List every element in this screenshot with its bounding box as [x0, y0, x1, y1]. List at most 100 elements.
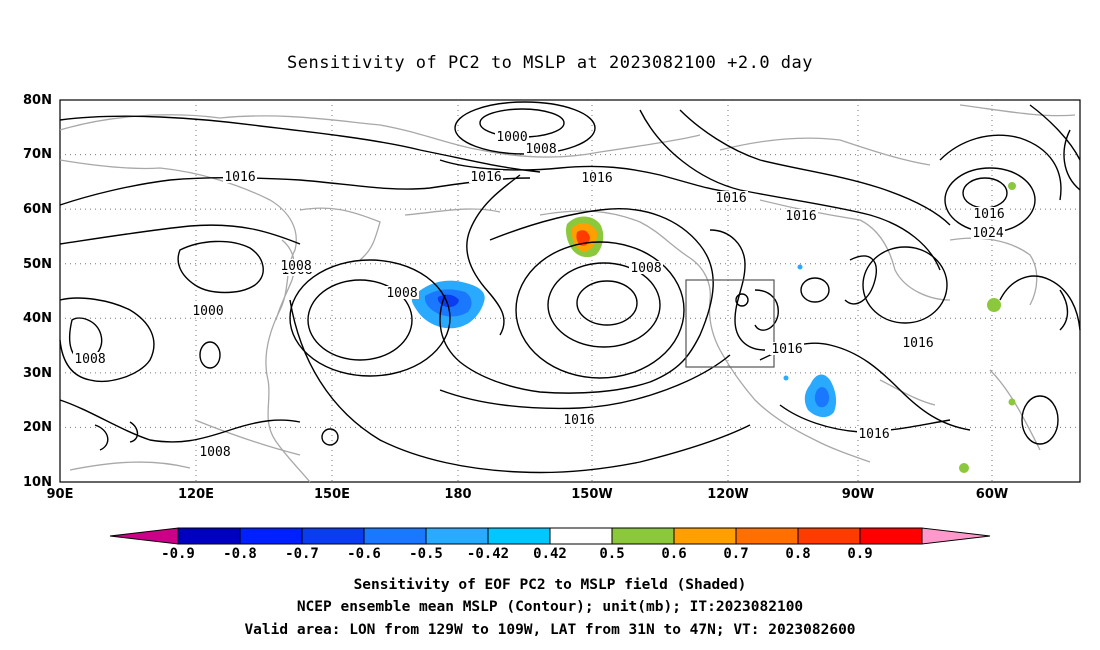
- contour-label: 1016: [581, 171, 612, 186]
- lon-label: 90E: [47, 487, 74, 502]
- colorbar-tick-label: 0.9: [847, 546, 872, 562]
- shade-positive-caribbean: [959, 463, 969, 473]
- contour-label-bg: [198, 445, 232, 458]
- contour-small-low-1: [199, 341, 221, 369]
- colorbar-tick-label: -0.8: [223, 546, 257, 562]
- colorbar-swatch: [859, 527, 923, 545]
- contour-label: 1016: [973, 207, 1004, 222]
- contour-label: 1008: [386, 286, 417, 301]
- shade-positive-atlantic-3: [1008, 398, 1016, 406]
- contour-label: 1000: [192, 304, 223, 319]
- contour-label-bg: [629, 261, 663, 274]
- contour-label: 1016: [785, 209, 816, 224]
- contour-label-bg: [901, 336, 935, 349]
- lat-label: 10N: [23, 475, 52, 490]
- shade-negative-mexico-core: [814, 387, 830, 408]
- contour-great-basin: [735, 293, 749, 307]
- contour-label: 1016: [771, 342, 802, 357]
- lon-label: 90W: [842, 487, 874, 502]
- contour-label: 1024: [972, 226, 1003, 241]
- lat-label: 70N: [23, 147, 52, 162]
- latitude-labels: 80N 70N 60N 50N 40N 30N 20N 10N: [23, 93, 52, 490]
- lon-label: 150W: [571, 487, 612, 502]
- contour-west-pacific-low-outer: [289, 259, 451, 377]
- contour-west-pacific-low: [307, 279, 413, 361]
- contour-label-bg: [972, 207, 1006, 220]
- colorbar-swatch: [487, 527, 551, 545]
- colorbar-arrow-high: [921, 527, 991, 545]
- contour-label: 1016: [224, 170, 255, 185]
- contour-label-bg: [223, 170, 257, 183]
- contour-high-1020: [515, 241, 685, 379]
- contour-labels: 1000100810161016101610161008100010081016…: [73, 130, 1006, 460]
- shade-negative-speck-1: [797, 264, 803, 270]
- colorbar-swatch: [549, 527, 613, 545]
- colorbar-swatch: [177, 527, 241, 545]
- contour-label-bg: [73, 352, 107, 365]
- colorbar-tick-label: 0.5: [599, 546, 624, 562]
- contour-label-bg: [562, 413, 596, 426]
- longitude-labels: 90E 120E 150E 180 150W 120W 90W 60W: [47, 487, 1009, 502]
- colorbar: -0.9 -0.8 -0.7 -0.6 -0.5 -0.42 0.42 0.5 0.6 0.7 0.…: [109, 527, 991, 562]
- contour-label: 1016: [858, 427, 889, 442]
- contour-small-low-2: [321, 428, 339, 446]
- contour-label-bg: [495, 130, 529, 143]
- contour-label: 1016: [470, 170, 501, 185]
- contour-label-bg: [784, 209, 818, 222]
- lon-label: 150E: [314, 487, 350, 502]
- colorbar-arrow-low: [109, 527, 179, 545]
- colorbar-swatch: [735, 527, 799, 545]
- contour-label-bg: [524, 142, 558, 155]
- contour-label: 1016: [715, 191, 746, 206]
- shade-negative-speck-2: [783, 375, 789, 381]
- colorbar-swatch: [239, 527, 303, 545]
- contour-high-center-inner: [576, 280, 638, 326]
- colorbar-tick-label: 0.42: [533, 546, 567, 562]
- contour-label: 1008: [280, 259, 311, 274]
- lat-label: 80N: [23, 93, 52, 108]
- colorbar-tick-label: -0.9: [161, 546, 195, 562]
- figure-title: Sensitivity of PC2 to MSLP at 2023082100…: [287, 53, 813, 73]
- lat-label: 60N: [23, 202, 52, 217]
- contour-label: 1016: [563, 413, 594, 428]
- contour-label: 1016: [902, 336, 933, 351]
- contour-label-bg: [714, 191, 748, 204]
- lon-label: 180: [444, 487, 471, 502]
- contour-label-bg: [770, 342, 804, 355]
- contour-atlantic-high: [1021, 395, 1059, 445]
- colorbar-swatch: [363, 527, 427, 545]
- footer-line-3: Valid area: LON from 129W to 109W, LAT f…: [244, 622, 855, 638]
- colorbar-swatch: [425, 527, 489, 545]
- shade-positive-atlantic-1: [987, 298, 1001, 312]
- lat-label: 30N: [23, 366, 52, 381]
- contour-great-lakes: [862, 246, 948, 324]
- colorbar-tick-label: -0.42: [467, 546, 509, 562]
- valid-area-box: [685, 279, 775, 368]
- contour-label: 1008: [525, 142, 556, 157]
- map-panel: 1000100810161016101610161008100010081016…: [23, 93, 1081, 502]
- contour-high-1024: [547, 262, 661, 348]
- colorbar-tick-label: -0.6: [347, 546, 381, 562]
- mslp-contours: [59, 101, 1081, 474]
- contour-label-bg: [385, 286, 419, 299]
- contour-label: 1008: [630, 261, 661, 276]
- colorbar-tick-label: -0.5: [409, 546, 443, 562]
- colorbar-swatch: [301, 527, 365, 545]
- contour-label-bg: [279, 259, 313, 272]
- colorbar-tick-label: 0.8: [785, 546, 810, 562]
- colorbar-swatch: [611, 527, 675, 545]
- contour-label: 1008: [199, 445, 230, 460]
- contour-label-bg: [191, 304, 225, 317]
- lat-label: 20N: [23, 420, 52, 435]
- lon-label: 60W: [976, 487, 1008, 502]
- lon-label: 120E: [178, 487, 214, 502]
- contour-label-bg: [580, 171, 614, 184]
- shade-positive-gulf-alaska-core: [576, 230, 590, 246]
- contour-label-bg: [857, 427, 891, 440]
- footer-line-2: NCEP ensemble mean MSLP (Contour); unit(…: [297, 599, 803, 615]
- colorbar-swatch: [673, 527, 737, 545]
- colorbar-tick-label: 0.6: [661, 546, 686, 562]
- colorbar-swatch: [797, 527, 861, 545]
- lat-label: 50N: [23, 257, 52, 272]
